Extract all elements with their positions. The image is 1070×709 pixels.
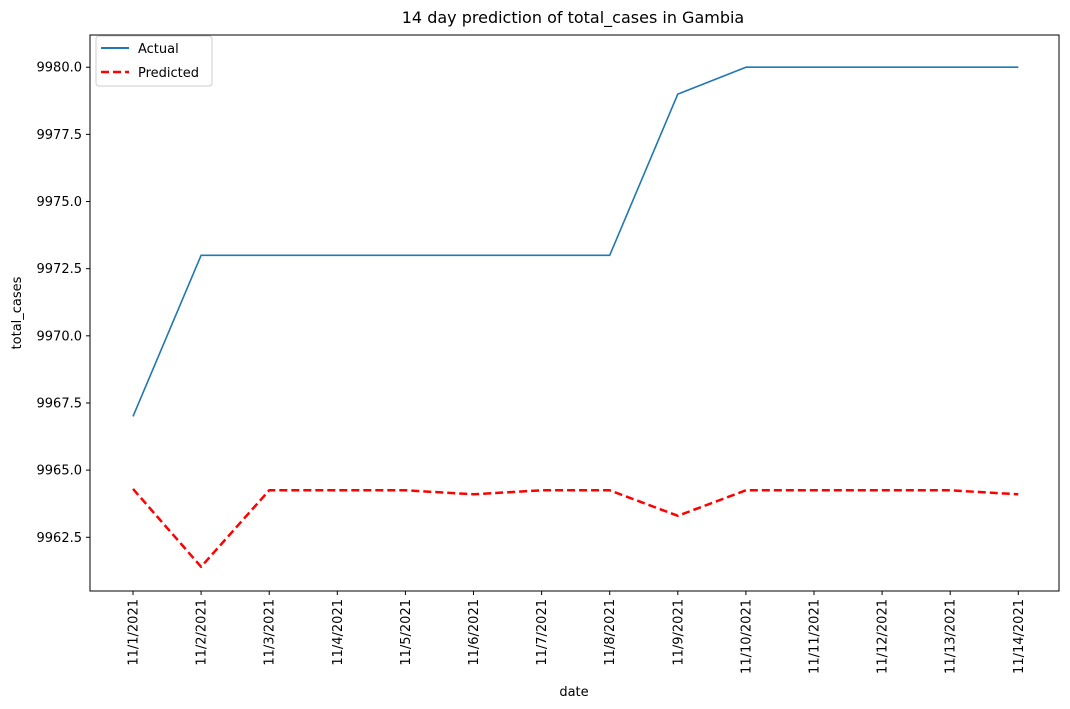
x-tick-label: 11/3/2021 <box>263 599 278 666</box>
x-tick-label: 11/1/2021 <box>127 599 142 666</box>
plot-area <box>89 34 1060 592</box>
series-layer <box>132 66 1019 569</box>
x-tick-label: 11/11/2021 <box>808 599 823 674</box>
y-tick-label: 9972.5 <box>37 262 83 277</box>
y-tick-label: 9977.5 <box>37 128 83 143</box>
y-tick-label: 9967.5 <box>37 396 83 411</box>
x-tick-label: 11/2/2021 <box>195 599 210 666</box>
x-tick-label: 11/9/2021 <box>671 599 686 666</box>
y-tick-label: 9975.0 <box>37 195 83 210</box>
data-point-predicted <box>336 489 339 492</box>
y-tick-label: 9965.0 <box>37 464 83 479</box>
y-tick-label: 9970.0 <box>37 329 83 344</box>
x-tick-label: 11/13/2021 <box>944 599 959 674</box>
legend-label-predicted: Predicted <box>138 66 199 81</box>
x-axis-label: date <box>559 685 588 700</box>
data-point-predicted <box>540 489 543 492</box>
x-tick-label: 11/6/2021 <box>467 599 482 666</box>
chart-title: 14 day prediction of total_cases in Gamb… <box>402 8 744 28</box>
x-tick-label: 11/8/2021 <box>603 599 618 666</box>
x-tick-label: 11/5/2021 <box>399 599 414 666</box>
x-tick-label: 11/10/2021 <box>739 599 754 674</box>
y-tick-label: 9962.5 <box>37 531 83 546</box>
x-tick-label: 11/4/2021 <box>331 599 346 666</box>
y-tick-label: 9980.0 <box>37 61 83 76</box>
legend: Actual Predicted <box>95 35 213 87</box>
x-axis: 11/1/2021 11/2/2021 11/3/2021 11/4/2021 11/5… <box>127 591 1027 674</box>
series-line-predicted <box>132 488 1019 569</box>
series-line-actual <box>132 66 1019 417</box>
legend-label-actual: Actual <box>138 42 179 57</box>
x-tick-label: 11/14/2021 <box>1012 599 1027 674</box>
x-tick-label: 11/7/2021 <box>535 599 550 666</box>
y-axis-label: total_cases <box>10 276 25 349</box>
x-tick-label: 11/12/2021 <box>876 599 891 674</box>
y-axis: 9962.5 9965.0 9967.5 9970.0 9972.5 9975.0 9977… <box>37 61 90 546</box>
